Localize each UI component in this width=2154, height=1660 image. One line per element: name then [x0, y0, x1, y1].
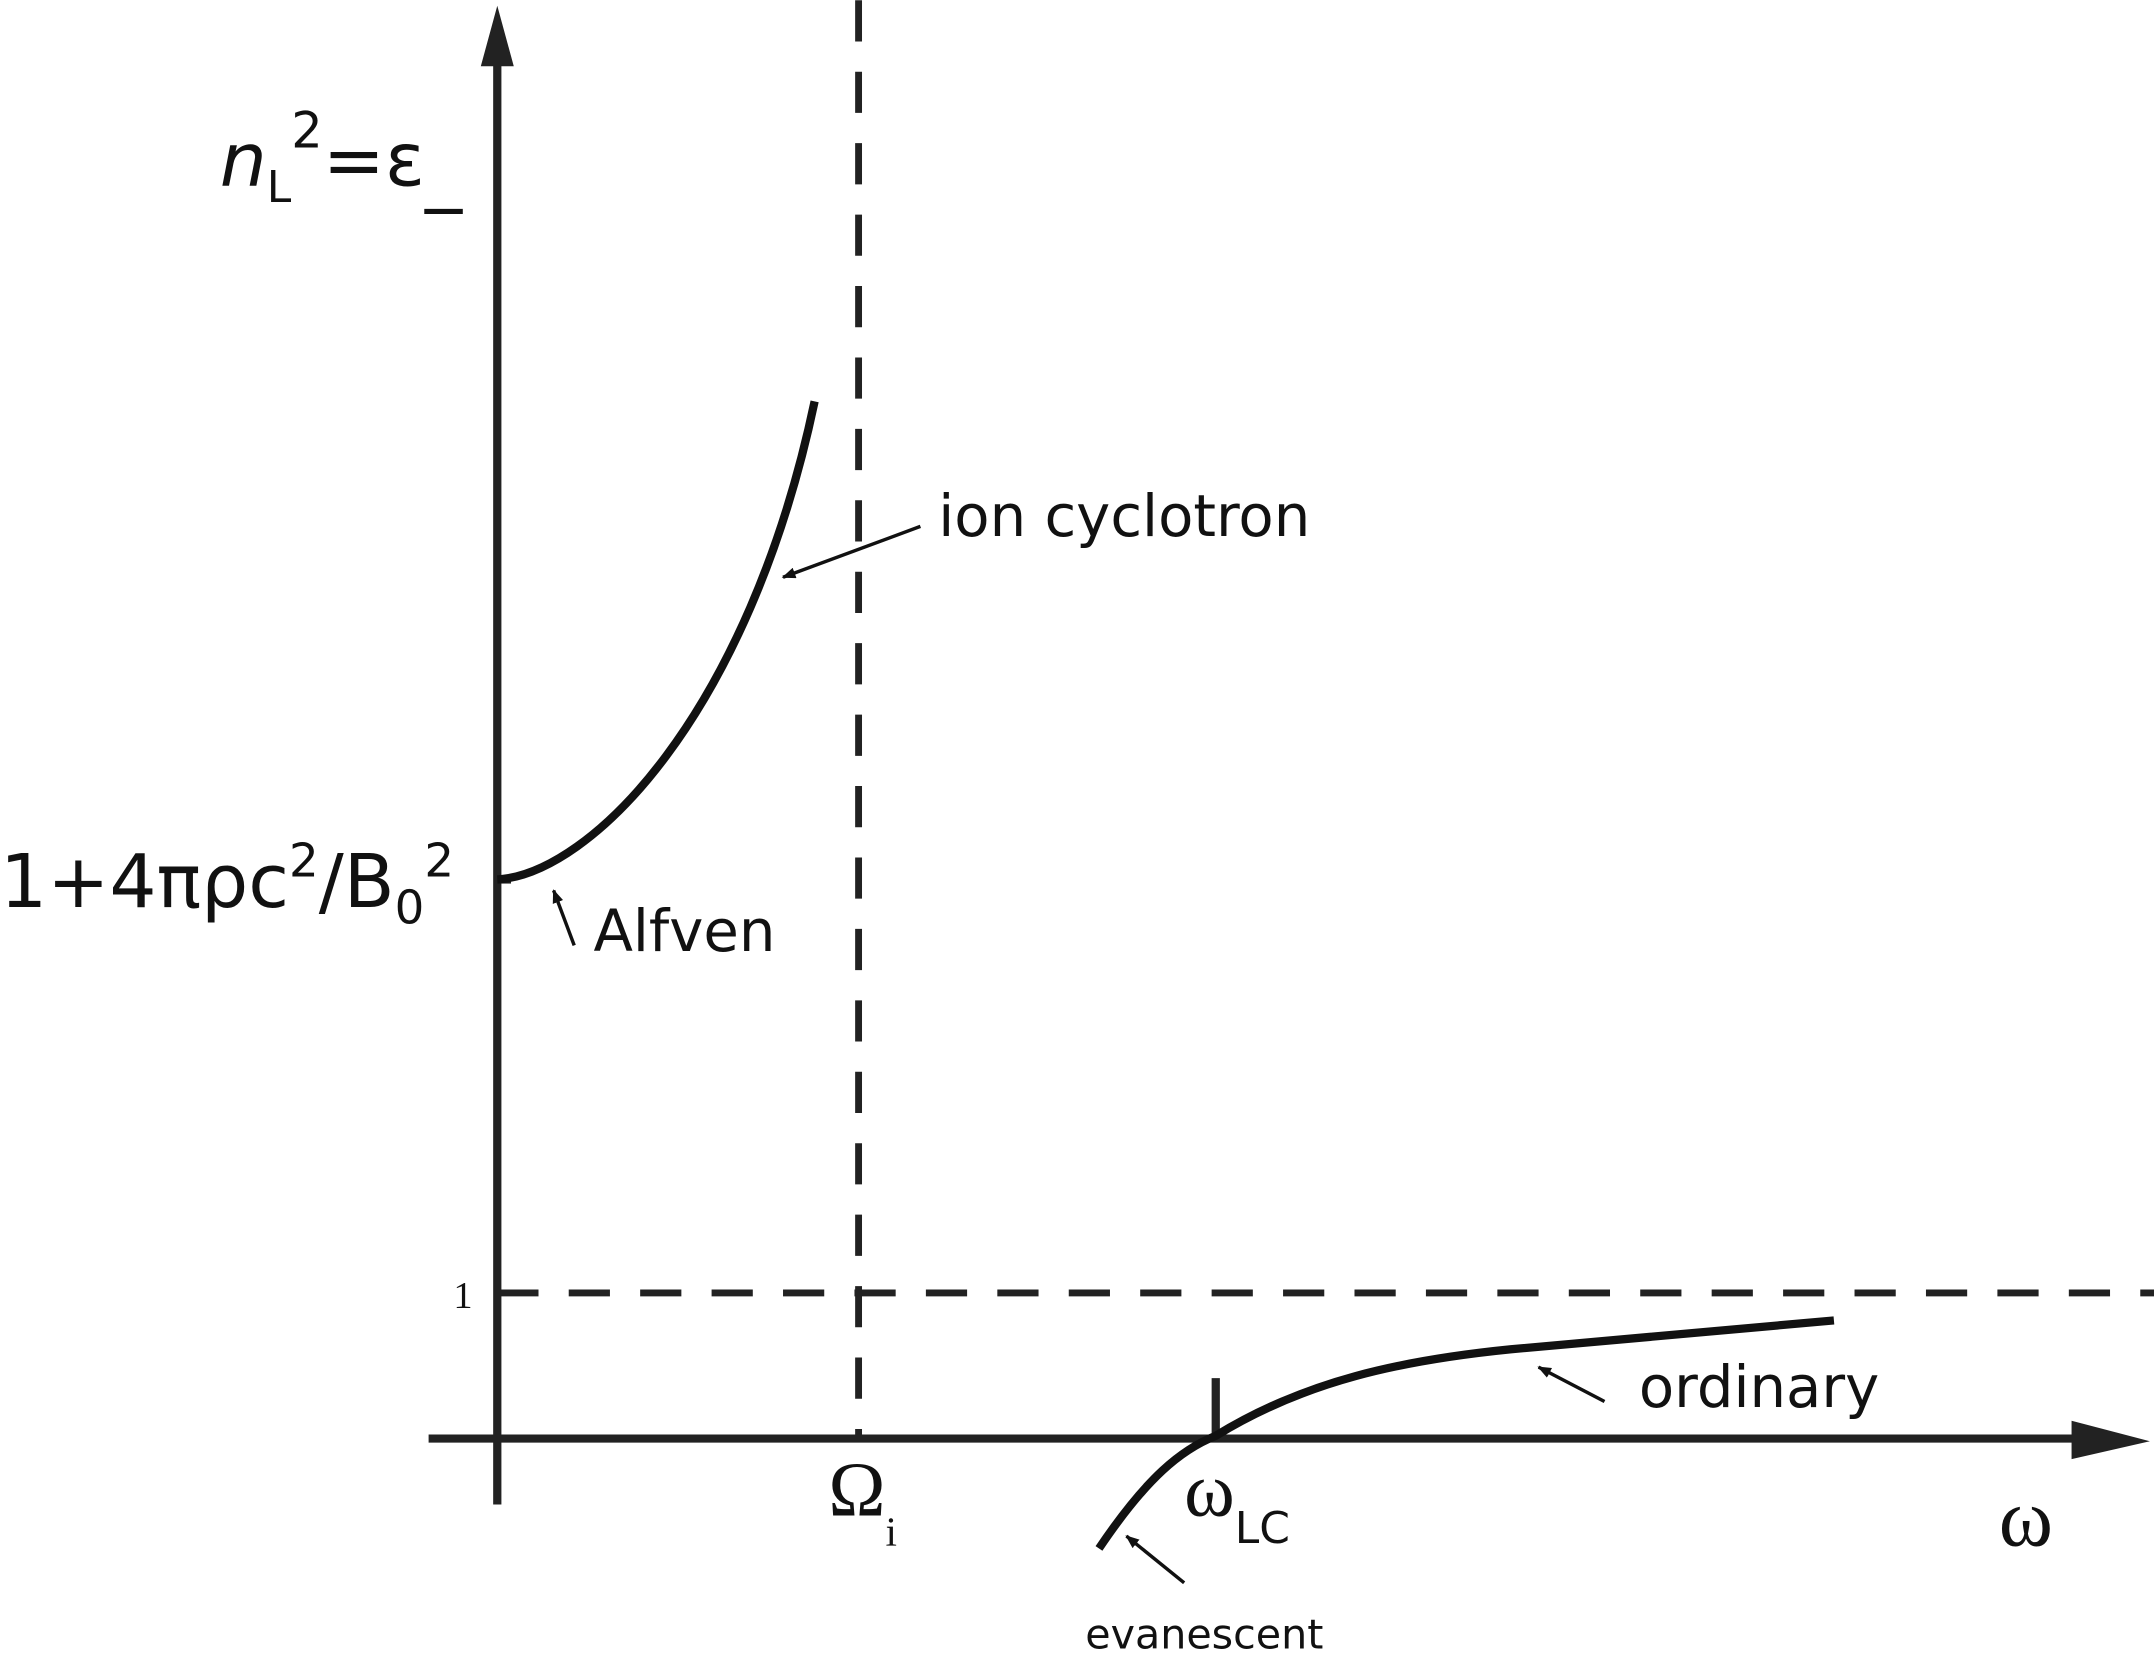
cutoff-freq-label: ωLC [1184, 1446, 1290, 1553]
ordinary-curve [1095, 1316, 1835, 1551]
alfven-label: Alfven [593, 897, 775, 965]
ion-cyclotron-arrow [781, 524, 921, 579]
y-axis-label: nL2=ε_ [220, 101, 463, 214]
unity-label: 1 [453, 1275, 472, 1317]
cyclotron-freq-label: Ωi [828, 1446, 897, 1554]
x-arrowhead [2071, 1420, 2150, 1460]
x-axis-label: ω [1999, 1473, 2053, 1564]
ion-cyclotron-curve [497, 400, 819, 884]
evanescent-arrow [1125, 1534, 1186, 1585]
ordinary-label: ordinary [1639, 1353, 1879, 1421]
evanescent-label: evanescent [1085, 1611, 1323, 1659]
ordinary-arrow [1537, 1365, 1606, 1403]
ion-cyclotron-label: ion cyclotron [938, 482, 1310, 550]
alfven-arrow [552, 889, 576, 946]
y-arrowhead [480, 5, 514, 67]
alfven-level-label: 1+4πρc2/B02 [0, 835, 454, 936]
